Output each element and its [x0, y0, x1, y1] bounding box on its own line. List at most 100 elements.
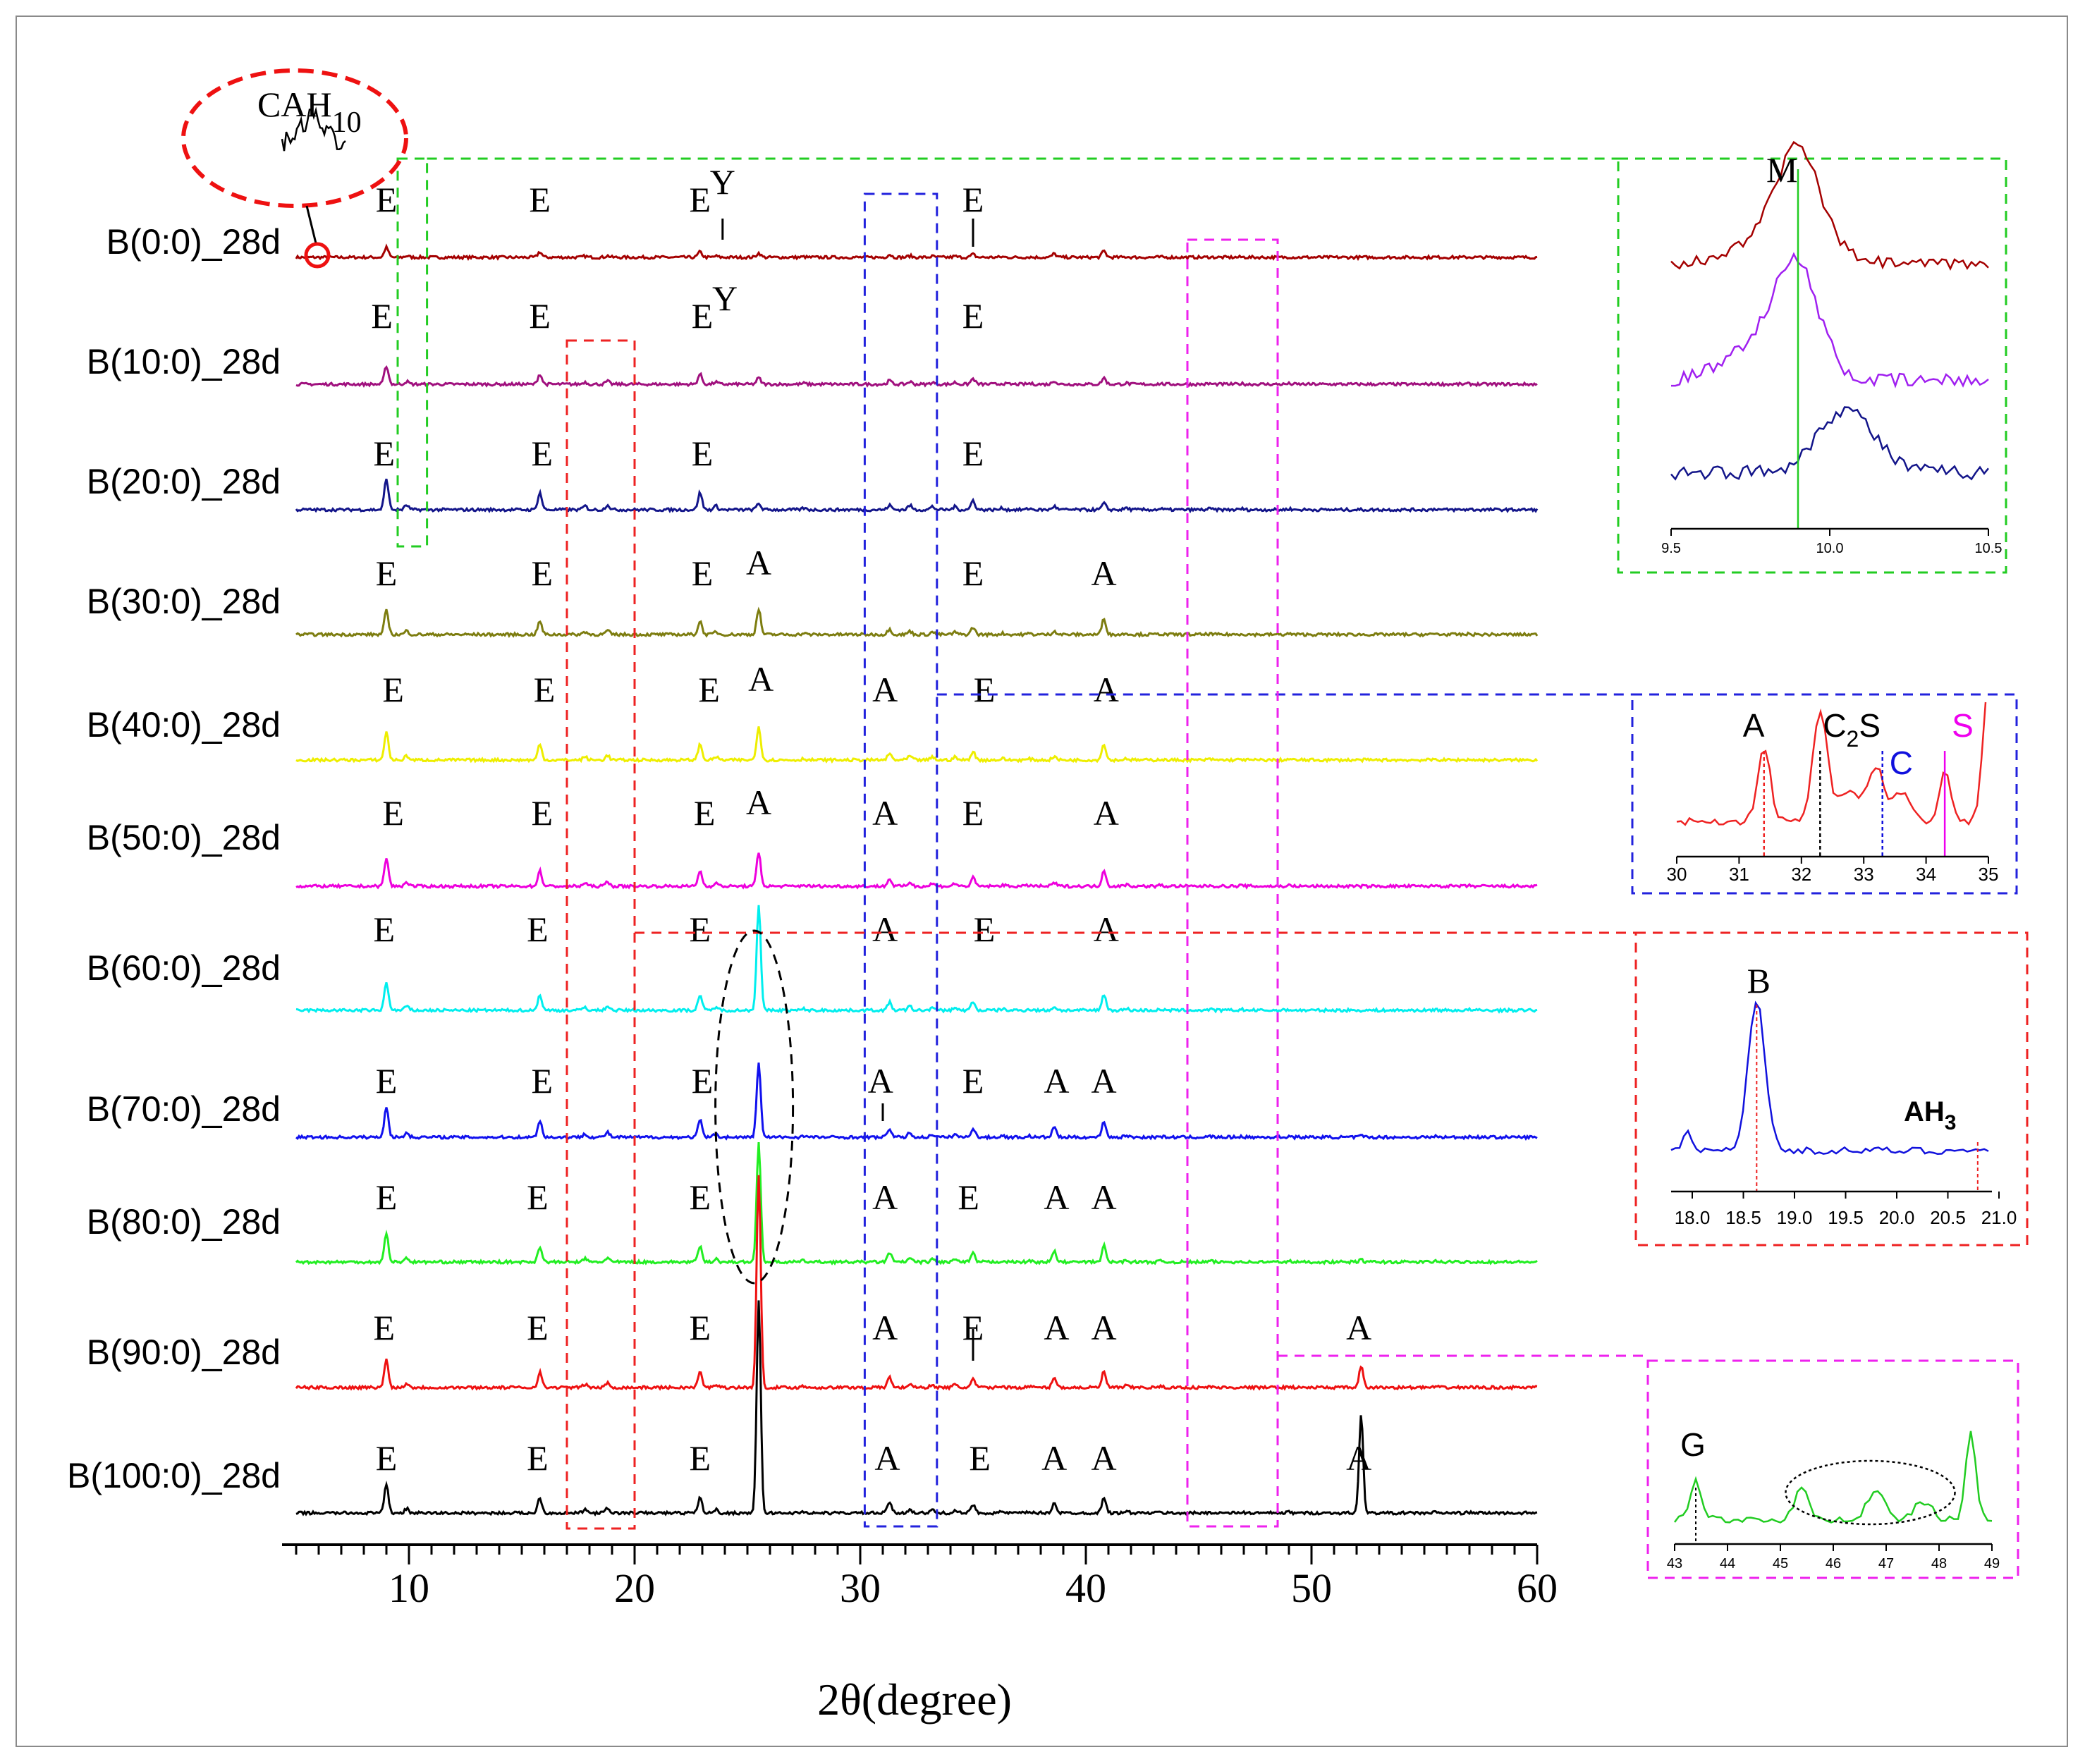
red-inset-axis: 18.0 18.5 19.0 19.5 20.0 20.5 21.0 [1671, 1190, 2017, 1228]
series-label: B(100:0)_28d [67, 1456, 281, 1495]
peak-label: A [872, 1177, 898, 1217]
inset-tick-label: 49 [1984, 1556, 2000, 1572]
inset-peak-label: C2S [1823, 707, 1881, 752]
trace-1 [295, 365, 1538, 388]
peak-label: A [1094, 670, 1119, 709]
inset-tick-label: 32 [1791, 864, 1811, 885]
x-tick-label: 10 [389, 1565, 429, 1611]
peak-label: E [376, 1061, 398, 1101]
peak-label: A [874, 1438, 900, 1478]
peak-label: Y [710, 162, 735, 202]
peak-label: E [532, 793, 554, 833]
blue-highlight-box [863, 192, 938, 1528]
series-label: B(0:0)_28d [106, 222, 281, 262]
trace-8 [295, 1142, 1538, 1266]
trace-3 [295, 606, 1539, 638]
peak-label: E [376, 553, 398, 593]
inset-tick-label: 46 [1826, 1556, 1841, 1572]
inset-tick-label: 21.0 [1981, 1207, 2017, 1228]
series-label: B(10:0)_28d [87, 342, 281, 381]
peak-label: E [371, 296, 393, 336]
inset-tick-label: 18.0 [1675, 1207, 1711, 1228]
trace-7 [295, 1062, 1538, 1141]
trace-5 [295, 852, 1538, 890]
inset-tick-label: 34 [1916, 864, 1936, 885]
peak-label: E [376, 180, 398, 219]
inset-peak-label: AH3 [1904, 1096, 1956, 1134]
cah10-pointer [305, 205, 317, 244]
peak-label: A [872, 1308, 898, 1347]
peak-label: Y [712, 278, 738, 318]
peak-label: E [974, 909, 996, 949]
inset-tick-label: 33 [1854, 864, 1874, 885]
trace-2 [295, 478, 1539, 514]
peak-label: A [872, 909, 898, 949]
green-inset-trace [1670, 140, 1989, 271]
trace-4 [295, 726, 1539, 764]
cah10-marker [304, 242, 331, 269]
peak-label: A [872, 670, 898, 709]
trace-10 [295, 1300, 1538, 1517]
peak-label: E [532, 553, 554, 593]
red-inset: B AH3 18.0 18.5 19.0 19.5 20.0 20.5 21.0 [1634, 931, 2029, 1247]
inset-peak-label: S [1952, 707, 1974, 744]
peak-label: A [746, 783, 771, 822]
peak-labels: E E EY EE E EY EE E E EE E E A E AE E E A A E AE E E A A E AE E E A E A… [371, 162, 1371, 1478]
green-inset-trace [1671, 252, 1989, 388]
peak-label: E [374, 1308, 396, 1347]
trace-9 [295, 1175, 1538, 1391]
x-tick-label: 50 [1291, 1565, 1332, 1611]
peak-label: E [527, 909, 549, 949]
inset-peak-label: B [1747, 961, 1771, 1000]
peak-label: E [962, 553, 984, 593]
peak-label: A [1044, 1061, 1069, 1101]
green-inset-box [1617, 157, 2007, 574]
trace-6 [295, 905, 1538, 1014]
peak-label: A [746, 543, 771, 582]
peak-label: A [1044, 1308, 1069, 1347]
inset-tick-label: 48 [1931, 1556, 1947, 1572]
inset-tick-label: 19.5 [1828, 1207, 1864, 1228]
series-label: B(90:0)_28d [87, 1333, 281, 1372]
peak-label: E [376, 1177, 398, 1217]
cah10-label: CAH10 [257, 85, 362, 139]
x-axis-label: 2θ(degree) [817, 1674, 1012, 1725]
peak-label: A [1092, 1308, 1117, 1347]
inset-tick-label: 30 [1667, 864, 1687, 885]
peak-label: E [382, 670, 404, 709]
peak-label: E [692, 553, 714, 593]
green-inset: M 9.5 10.0 10.5 [1617, 140, 2007, 574]
x-tick-label: 20 [614, 1565, 655, 1611]
inset-tick-label: 19.0 [1777, 1207, 1813, 1228]
peak-label: A [1092, 1177, 1117, 1217]
peak-label: E [692, 434, 714, 473]
peak-label: E [527, 1177, 549, 1217]
peak-label: A [872, 793, 898, 833]
x-axis: 10 20 30 40 50 60 [282, 1543, 1558, 1611]
magenta-inset-trace [1673, 1431, 1993, 1524]
cah10-trace [281, 106, 346, 152]
inset-tick-label: 43 [1667, 1556, 1682, 1572]
green-highlight-box [396, 157, 429, 548]
peak-label: E [374, 434, 396, 473]
peak-label: E [692, 296, 714, 336]
x-tick-label: 40 [1065, 1565, 1106, 1611]
peak-label: A [1094, 909, 1119, 949]
cah10-callout: CAH10 [181, 68, 408, 269]
peak-label: E [527, 1438, 549, 1478]
peak-label: E [969, 1438, 991, 1478]
inset-tick-label: 20.0 [1879, 1207, 1915, 1228]
inset-peak-label: A [1743, 707, 1765, 744]
series-labels: B(0:0)_28d B(10:0)_28d B(20:0)_28d B(30:0)_… [67, 222, 281, 1495]
magenta-inset: G 43 44 45 46 47 48 49 [1646, 1359, 2019, 1579]
inset-tick-label: 44 [1720, 1556, 1735, 1572]
peak-label: A [868, 1061, 893, 1101]
dashed-ellipse [714, 929, 795, 1285]
inset-peak-label: G [1680, 1426, 1706, 1463]
magenta-highlight-box [1186, 238, 1279, 1528]
peak-label: A [1092, 1438, 1117, 1478]
peak-label: E [962, 296, 984, 336]
